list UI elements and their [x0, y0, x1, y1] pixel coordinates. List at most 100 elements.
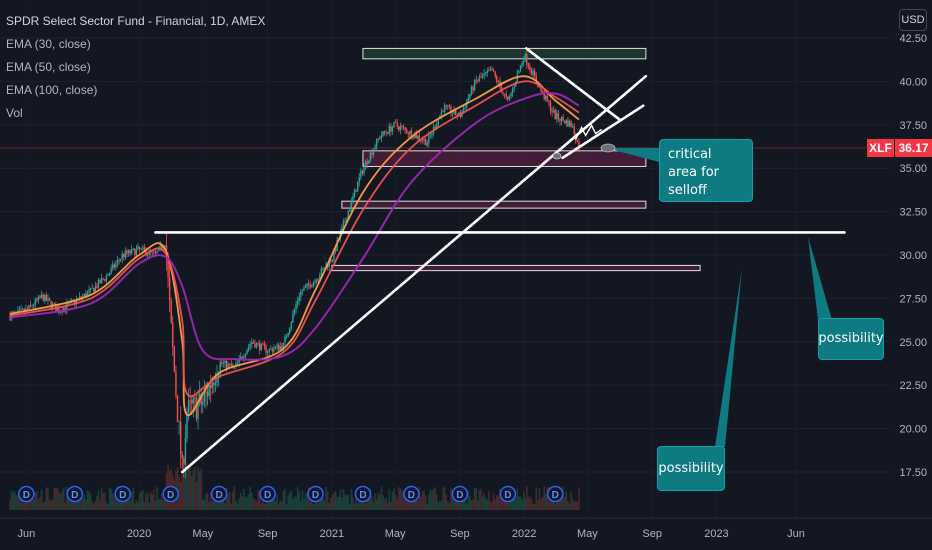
ema-line-0	[9, 75, 580, 416]
trendlines[interactable]	[154, 47, 846, 474]
legend-ema100[interactable]: EMA (100, close)	[6, 83, 98, 97]
volume-bar	[298, 491, 301, 510]
candle-body	[161, 244, 163, 249]
dividend-marker	[162, 485, 179, 503]
dividend-marker	[354, 485, 372, 503]
candle-body	[265, 346, 267, 353]
candle-body	[56, 308, 59, 312]
volume-bar	[153, 489, 155, 510]
candle-body	[437, 118, 439, 125]
legend-volume[interactable]: Vol	[6, 106, 23, 120]
candle-body	[522, 60, 525, 63]
candle-body	[312, 282, 315, 286]
volume-bar	[522, 491, 525, 510]
volume-bar	[307, 487, 310, 510]
volume-bar	[137, 501, 139, 510]
price-axis[interactable]: 42.50 40.00 37.50 35.00 32.50 30.00 27.50 25.00…	[899, 33, 927, 479]
candle-body	[121, 254, 123, 259]
callout-critical-area[interactable]: critical area for selloff	[659, 139, 753, 202]
candle-body	[240, 356, 242, 359]
dividend-label: D	[264, 490, 271, 501]
candle-body	[475, 79, 477, 81]
candle-body	[74, 300, 76, 305]
candle-body	[183, 458, 185, 465]
volume-bar	[157, 499, 160, 510]
volume-bar	[89, 493, 92, 510]
symbol-title[interactable]: SPDR Select Sector Fund - Financial, 1D,…	[6, 14, 266, 28]
candle-body	[260, 343, 262, 351]
candle-body	[564, 120, 566, 124]
dividend-marker	[210, 485, 228, 503]
candle-body	[421, 140, 424, 142]
candle-body	[113, 264, 116, 268]
currency-button[interactable]: USD	[899, 9, 927, 31]
candle-body	[249, 344, 251, 347]
volume-bar	[243, 488, 245, 510]
volume-bar	[235, 500, 237, 510]
candle-body	[573, 126, 575, 135]
candle-body	[20, 309, 22, 310]
volume-bar	[72, 496, 75, 510]
candle-body	[211, 382, 213, 388]
candle-body	[282, 342, 285, 350]
candle-body	[221, 362, 223, 364]
volume-bar	[279, 500, 282, 510]
candle-body	[451, 113, 454, 114]
volume-bar	[277, 503, 280, 510]
candle-body	[271, 348, 274, 352]
candle-body	[227, 363, 229, 369]
candle-body	[306, 283, 308, 287]
volume-bar	[69, 496, 71, 510]
volume-bar	[249, 486, 252, 510]
volume-bar	[420, 496, 422, 510]
volume-bar	[151, 494, 154, 510]
callout-possibility-right[interactable]: possibility	[818, 318, 884, 360]
volume-bar	[271, 496, 274, 510]
volume-bar	[443, 486, 446, 510]
candle-body	[485, 72, 487, 74]
candle-body	[138, 246, 141, 249]
volume-bar	[159, 499, 161, 510]
volume-bar	[276, 494, 278, 510]
candle-body	[277, 344, 280, 350]
candle-body	[179, 421, 182, 455]
volume-bar	[48, 499, 51, 510]
volume-bar	[56, 487, 59, 510]
candle-body	[145, 249, 147, 256]
candle-body	[42, 294, 44, 301]
candle-body	[89, 287, 92, 290]
callout-possibility-bottom[interactable]: possibility	[657, 446, 725, 491]
candle-body	[462, 108, 465, 112]
legend-ema30[interactable]: EMA (30, close)	[6, 37, 91, 51]
candle-body	[356, 182, 359, 192]
candle-body	[257, 343, 259, 344]
volume-bar	[383, 499, 386, 510]
candle-body	[443, 105, 446, 113]
volume-bar	[160, 493, 163, 510]
candle-body	[80, 296, 82, 299]
candle-body	[197, 403, 199, 419]
candle-body	[405, 129, 408, 134]
candle-body	[293, 309, 296, 314]
volume-bar	[134, 503, 136, 510]
volume-bar	[423, 490, 425, 510]
volume-bar	[489, 501, 492, 510]
volume-bar	[17, 494, 19, 510]
volume-bar	[446, 501, 449, 510]
candle-body	[415, 134, 417, 139]
volume-bar	[149, 492, 152, 510]
volume-bar	[129, 499, 131, 510]
volume-bar	[494, 499, 496, 510]
candle-body	[21, 309, 24, 310]
last-price-tag: 36.17	[895, 139, 932, 157]
time-axis[interactable]: Jun 2020 May Sep 2021 May Sep 2022 May Sep 2023 Jun	[0, 517, 932, 540]
volume-bar	[262, 494, 264, 510]
volume-bar	[328, 502, 331, 510]
volume-bar	[179, 481, 182, 510]
volume-bar	[333, 492, 335, 510]
volume-bar	[355, 493, 357, 510]
legend-ema50[interactable]: EMA (50, close)	[6, 60, 91, 74]
candle-body	[130, 249, 133, 254]
candle-body	[172, 322, 174, 348]
